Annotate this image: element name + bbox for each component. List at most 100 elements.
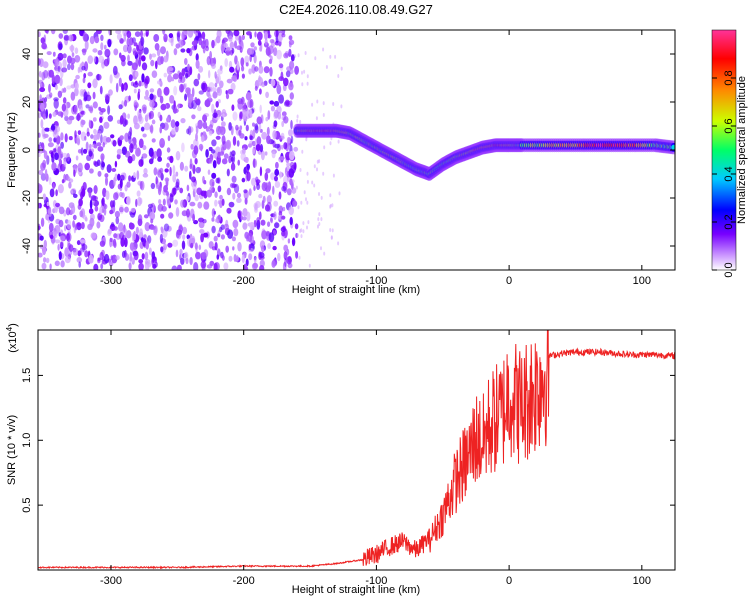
- noise-blob: [136, 44, 139, 51]
- noise-blob: [42, 61, 49, 69]
- colorbar-tick-label: 0.8: [723, 70, 735, 85]
- noise-blob: [197, 73, 201, 81]
- noise-blob: [137, 109, 142, 119]
- snr-ytick-label: 1.5: [21, 368, 33, 383]
- noise-blob: [289, 178, 293, 186]
- noise-blob: [253, 46, 257, 51]
- noise-blob: [232, 74, 238, 83]
- noise-blob: [186, 184, 190, 192]
- noise-blob: [133, 42, 138, 47]
- noise-blob: [197, 106, 202, 112]
- noise-blob: [329, 141, 332, 146]
- noise-blob: [133, 143, 138, 150]
- noise-blob: [38, 169, 44, 176]
- noise-blob: [38, 132, 41, 138]
- noise-blob: [127, 44, 132, 54]
- noise-blob: [191, 114, 196, 120]
- noise-blob: [267, 110, 271, 120]
- noise-blob: [302, 229, 305, 234]
- noise-blob: [249, 47, 255, 55]
- noise-blob: [82, 49, 87, 56]
- noise-blob: [252, 129, 256, 139]
- noise-blob: [52, 148, 57, 153]
- noise-blob: [144, 114, 149, 122]
- noise-blob: [54, 58, 59, 64]
- noise-blob: [40, 102, 45, 112]
- noise-blob: [200, 82, 206, 91]
- noise-blob: [289, 92, 294, 100]
- noise-blob: [320, 195, 323, 200]
- noise-blob: [252, 158, 256, 169]
- noise-blob: [119, 52, 122, 59]
- noise-blob: [202, 219, 207, 224]
- noise-blob: [49, 263, 52, 270]
- noise-blob: [41, 71, 46, 81]
- noise-blob: [247, 232, 253, 243]
- noise-blob: [200, 233, 205, 243]
- noise-blob: [259, 265, 265, 270]
- noise-blob: [160, 246, 164, 253]
- noise-blob: [229, 41, 235, 50]
- noise-blob: [147, 203, 154, 209]
- noise-blob: [163, 122, 169, 131]
- noise-blob: [248, 253, 253, 261]
- noise-blob: [236, 60, 240, 71]
- noise-blob: [259, 211, 262, 220]
- noise-blob: [53, 97, 59, 102]
- noise-blob: [51, 74, 56, 85]
- noise-blob: [317, 224, 319, 229]
- noise-blob: [121, 192, 125, 199]
- noise-blob: [322, 101, 325, 106]
- noise-blob: [92, 117, 97, 122]
- noise-blob: [61, 67, 68, 73]
- noise-blob: [124, 228, 128, 239]
- noise-blob: [104, 44, 107, 50]
- noise-blob: [219, 194, 223, 200]
- noise-blob: [208, 70, 211, 79]
- noise-blob: [290, 135, 294, 144]
- noise-blob: [299, 119, 302, 124]
- noise-blob: [241, 254, 245, 264]
- noise-blob: [48, 83, 51, 93]
- noise-blob: [241, 109, 247, 120]
- noise-blob: [45, 257, 50, 264]
- noise-blob: [45, 108, 48, 119]
- noise-blob: [160, 226, 164, 232]
- noise-blob: [202, 121, 208, 129]
- noise-blob: [200, 135, 205, 143]
- noise-blob: [334, 54, 337, 59]
- noise-blob: [112, 238, 117, 247]
- noise-blob: [306, 74, 309, 79]
- noise-blob: [51, 162, 57, 172]
- noise-blob: [110, 255, 114, 261]
- noise-blob: [221, 158, 228, 165]
- noise-blob: [160, 103, 167, 111]
- noise-blob: [135, 198, 138, 208]
- noise-blob: [122, 44, 129, 53]
- noise-blob: [159, 95, 164, 104]
- noise-blob: [198, 244, 202, 251]
- noise-blob: [248, 243, 251, 251]
- noise-blob: [179, 248, 183, 256]
- noise-blob: [275, 161, 279, 169]
- noise-blob: [214, 191, 218, 198]
- noise-blob: [77, 162, 83, 173]
- noise-blob: [230, 162, 236, 171]
- noise-blob: [167, 67, 174, 72]
- noise-blob: [274, 143, 280, 149]
- noise-blob: [104, 93, 111, 100]
- noise-blob: [224, 58, 228, 67]
- noise-blob: [108, 89, 113, 96]
- noise-blob: [217, 233, 221, 238]
- noise-blob: [253, 256, 257, 264]
- noise-blob: [332, 173, 335, 178]
- noise-blob: [81, 110, 86, 116]
- noise-blob: [129, 242, 135, 251]
- noise-blob: [192, 182, 197, 192]
- noise-blob: [76, 257, 83, 263]
- noise-blob: [58, 219, 64, 228]
- noise-blob: [168, 212, 174, 219]
- noise-blob: [133, 88, 137, 94]
- noise-blob: [325, 65, 328, 69]
- noise-blob: [261, 131, 268, 140]
